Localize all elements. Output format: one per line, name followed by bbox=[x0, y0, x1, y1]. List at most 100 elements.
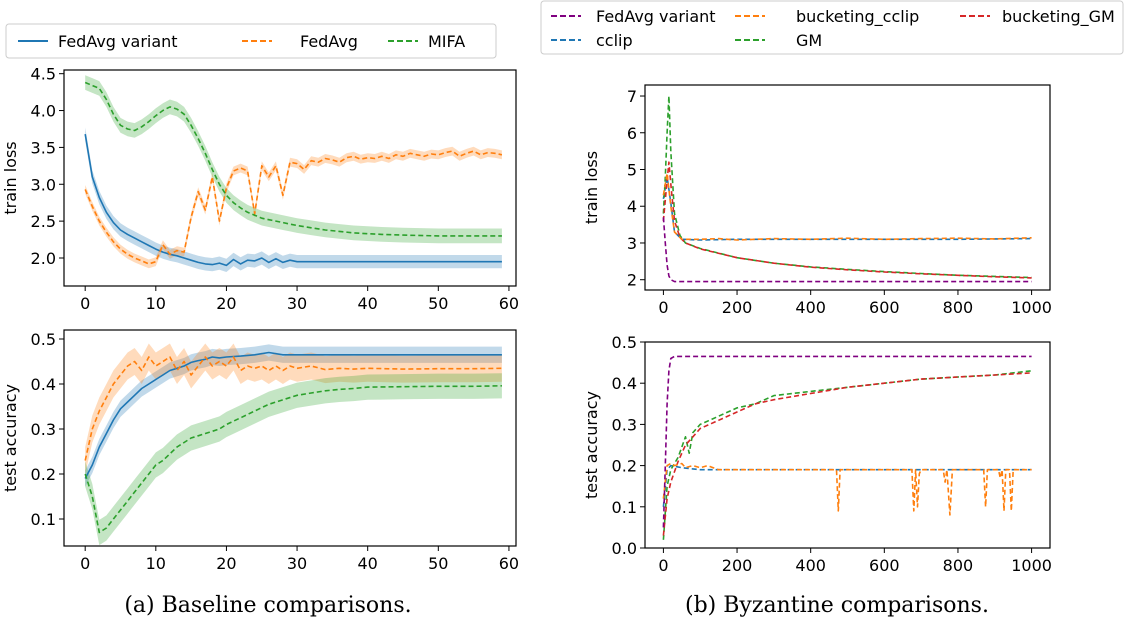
legend-right-label-0: FedAvg variant bbox=[596, 7, 716, 26]
panel-byzantine-train-loss: 0 200 400 600 800 1000 2 3 4 5 6 7 train loss bbox=[582, 84, 1052, 317]
y-tick-label: 3.5 bbox=[31, 138, 56, 157]
series-line-bucketing-cclip bbox=[662, 462, 1032, 516]
y-tick-label: 0.3 bbox=[31, 420, 56, 439]
x-tick-label: 1000 bbox=[1011, 298, 1052, 317]
y-axis-label: train loss bbox=[1, 141, 20, 214]
series-line-gm bbox=[662, 370, 1032, 540]
y-tick-label: 7 bbox=[627, 87, 637, 106]
plot-area bbox=[84, 343, 502, 546]
y-tick-label: 0.4 bbox=[31, 375, 56, 394]
x-tick-label: 60 bbox=[499, 554, 519, 573]
series-line-cclip bbox=[662, 176, 1032, 241]
caption-b: (b) Byzantine comparisons. bbox=[685, 593, 989, 618]
panel-byzantine-test-accuracy: 0 200 400 600 800 1000 0.0 0.1 0.2 0.3 0.4 0.5 test … bbox=[582, 333, 1052, 575]
y-tick-label: 0.2 bbox=[612, 457, 637, 476]
legend-left-label-2: MIFA bbox=[428, 32, 465, 51]
x-tick-label: 600 bbox=[869, 298, 900, 317]
y-tick-label: 3.0 bbox=[31, 175, 56, 194]
y-tick-label: 4.5 bbox=[31, 65, 56, 84]
x-tick-label: 50 bbox=[428, 554, 448, 573]
plot-area bbox=[84, 75, 503, 272]
y-axis-label: train loss bbox=[582, 151, 601, 224]
series-line-gm bbox=[662, 95, 1032, 279]
x-tick-label: 10 bbox=[146, 554, 166, 573]
x-tick-label: 1000 bbox=[1011, 556, 1052, 575]
series-line-fedavg-variant bbox=[84, 351, 502, 479]
y-tick-label: 0.1 bbox=[612, 498, 637, 517]
x-tick-label: 40 bbox=[358, 294, 378, 313]
y-tick-label: 0.2 bbox=[31, 465, 56, 484]
x-tick-label: 0 bbox=[80, 294, 90, 313]
y-tick-label: 0.4 bbox=[612, 374, 637, 393]
x-tick-label: 30 bbox=[287, 294, 307, 313]
x-tick-label: 0 bbox=[658, 298, 668, 317]
legend-left-label-0: FedAvg variant bbox=[58, 32, 178, 51]
y-tick-label: 4 bbox=[627, 197, 637, 216]
legend-right-label-4: bucketing_GM bbox=[1002, 7, 1115, 27]
y-tick-label: 2.0 bbox=[31, 249, 56, 268]
series-line-bucketing-gm bbox=[662, 372, 1032, 536]
series-line-cclip bbox=[662, 464, 1032, 507]
band-fedavg bbox=[85, 146, 502, 269]
x-tick-label: 60 bbox=[499, 294, 519, 313]
caption-a: (a) Baseline comparisons. bbox=[124, 593, 411, 618]
x-tick-label: 600 bbox=[869, 556, 900, 575]
x-tick-label: 20 bbox=[216, 554, 236, 573]
y-tick-label: 0.0 bbox=[612, 539, 637, 558]
x-tick-label: 400 bbox=[795, 298, 826, 317]
series-line-fedavg bbox=[84, 150, 503, 265]
legend-left-label-1: FedAvg bbox=[300, 32, 358, 51]
y-tick-label: 5 bbox=[627, 160, 637, 179]
axes-frame bbox=[644, 84, 1051, 291]
series-line-fedavg-variant bbox=[84, 133, 502, 267]
legend-right: FedAvg variant cclip bucketing_cclip GM … bbox=[540, 0, 1124, 55]
series-line-bucketing-gm bbox=[662, 161, 1032, 279]
y-tick-label: 0.3 bbox=[612, 415, 637, 434]
x-tick-label: 30 bbox=[287, 554, 307, 573]
band-fedavg bbox=[85, 343, 502, 474]
band-mifa bbox=[85, 373, 502, 546]
y-tick-label: 0.5 bbox=[612, 333, 637, 352]
y-axis-label: test accuracy bbox=[1, 384, 20, 492]
y-tick-label: 3 bbox=[627, 234, 637, 253]
plot-area bbox=[662, 355, 1032, 540]
legend-right-label-1: cclip bbox=[596, 31, 633, 50]
series-line-bucketing-cclip bbox=[662, 172, 1032, 241]
legend-left: FedAvg variant FedAvg MIFA bbox=[5, 23, 497, 59]
series-line-fedavg-variant bbox=[662, 217, 1032, 283]
band-mifa bbox=[85, 75, 502, 244]
x-tick-label: 20 bbox=[216, 294, 236, 313]
panel-baseline-test-accuracy: 0 10 20 30 40 50 60 0.1 0.2 0.3 0.4 0.5 test accurac… bbox=[1, 329, 519, 573]
x-tick-label: 800 bbox=[943, 556, 974, 575]
x-tick-label: 400 bbox=[795, 556, 826, 575]
x-tick-label: 40 bbox=[358, 554, 378, 573]
axes-frame bbox=[644, 341, 1051, 549]
plot-area bbox=[662, 95, 1032, 283]
y-tick-label: 2.5 bbox=[31, 212, 56, 231]
y-tick-label: 2 bbox=[627, 271, 637, 290]
x-tick-label: 800 bbox=[943, 298, 974, 317]
panel-baseline-train-loss: 0 10 20 30 40 50 60 2.0 2.5 3.0 3.5 4.0 4.5 train los… bbox=[1, 65, 519, 313]
series-line-fedavg bbox=[84, 356, 502, 461]
y-axis-label: test accuracy bbox=[582, 391, 601, 499]
axes-frame bbox=[63, 329, 517, 547]
series-line-fedavg-variant bbox=[662, 355, 1032, 528]
x-tick-label: 200 bbox=[722, 298, 753, 317]
band-fedavg-variant bbox=[85, 127, 502, 272]
y-tick-label: 6 bbox=[627, 124, 637, 143]
x-tick-label: 10 bbox=[146, 294, 166, 313]
legend-right-box bbox=[540, 0, 1124, 55]
y-tick-label: 4.0 bbox=[31, 102, 56, 121]
x-tick-label: 50 bbox=[428, 294, 448, 313]
legend-right-label-3: GM bbox=[796, 31, 822, 50]
y-tick-label: 0.5 bbox=[31, 330, 56, 349]
x-tick-label: 0 bbox=[80, 554, 90, 573]
x-tick-label: 200 bbox=[722, 556, 753, 575]
x-tick-label: 0 bbox=[658, 556, 668, 575]
y-tick-label: 0.1 bbox=[31, 510, 56, 529]
legend-right-label-2: bucketing_cclip bbox=[796, 7, 919, 27]
band-fedavg-variant bbox=[85, 344, 502, 487]
series-line-mifa bbox=[84, 385, 502, 534]
axes-frame bbox=[63, 69, 517, 287]
